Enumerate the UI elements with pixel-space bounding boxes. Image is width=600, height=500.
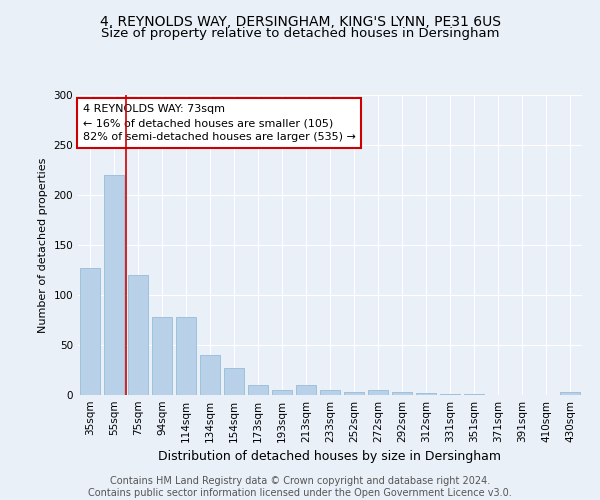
Bar [104,175,124,395]
Bar [200,355,220,395]
Bar [320,390,340,395]
Text: 4, REYNOLDS WAY, DERSINGHAM, KING'S LYNN, PE31 6US: 4, REYNOLDS WAY, DERSINGHAM, KING'S LYNN… [100,15,500,29]
Text: 4 REYNOLDS WAY: 73sqm
← 16% of detached houses are smaller (105)
82% of semi-det: 4 REYNOLDS WAY: 73sqm ← 16% of detached … [83,104,356,142]
Bar [368,390,388,395]
Bar [440,394,460,395]
Bar [176,317,196,395]
Text: Contains HM Land Registry data © Crown copyright and database right 2024.
Contai: Contains HM Land Registry data © Crown c… [88,476,512,498]
Bar [296,385,316,395]
Bar [416,393,436,395]
Y-axis label: Number of detached properties: Number of detached properties [38,158,48,332]
Bar [560,392,580,395]
Bar [344,392,364,395]
Text: Size of property relative to detached houses in Dersingham: Size of property relative to detached ho… [101,28,499,40]
Bar [80,268,100,395]
Bar [392,392,412,395]
Bar [152,317,172,395]
Bar [128,275,148,395]
Bar [248,385,268,395]
X-axis label: Distribution of detached houses by size in Dersingham: Distribution of detached houses by size … [158,450,502,464]
Bar [464,394,484,395]
Bar [224,368,244,395]
Bar [272,390,292,395]
